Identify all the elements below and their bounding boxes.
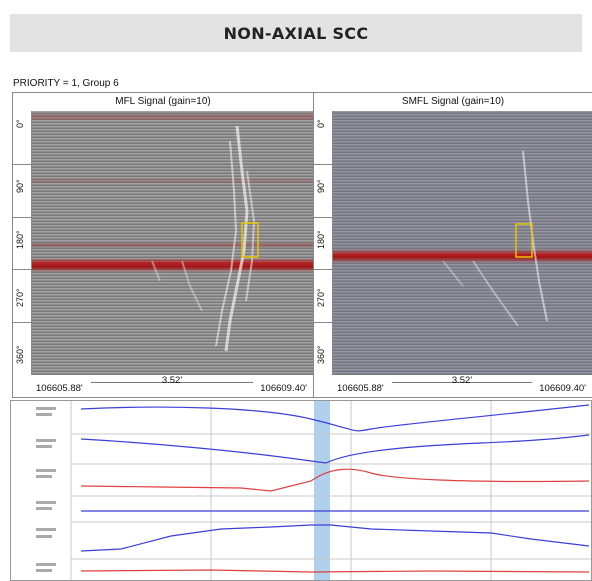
end-position: 106609.40': [539, 383, 586, 394]
smfl-scan-image: [333, 111, 592, 375]
banner-title: NON-AXIAL SCC: [223, 23, 369, 43]
angle-label: 90°: [15, 179, 25, 193]
defect-highlight-box: [515, 223, 533, 258]
angle-label: 90°: [316, 179, 326, 193]
angle-label: 270°: [15, 288, 25, 307]
angle-label: 360°: [316, 345, 326, 364]
angle-axis: 0° 90° 180° 270° 360°: [314, 111, 333, 375]
distance-ruler: 3.52' 106605.88' 106609.40': [332, 375, 592, 397]
mfl-scan-image: [32, 111, 313, 375]
angle-label: 180°: [15, 230, 25, 249]
end-position: 106609.40': [260, 383, 307, 394]
smfl-signal-panel: SMFL Signal (gain=10) 0° 90° 180° 270° 3…: [313, 92, 592, 398]
section-banner: NON-AXIAL SCC: [10, 14, 582, 52]
panel-title: MFL Signal (gain=10): [13, 93, 313, 112]
angle-label: 180°: [316, 230, 326, 249]
mfl-signal-panel: MFL Signal (gain=10) 0° 90° 180° 270° 36…: [12, 92, 314, 398]
distance-ruler: 3.52' 106605.88' 106609.40': [31, 375, 313, 397]
panel-title: SMFL Signal (gain=10): [314, 93, 592, 112]
angle-label: 0°: [15, 119, 25, 128]
selection-band: [314, 401, 330, 580]
angle-label: 360°: [15, 345, 25, 364]
trace-chart: [36, 401, 591, 580]
angle-label: 0°: [316, 119, 326, 128]
defect-highlight-box: [241, 222, 259, 258]
angle-label: 270°: [316, 288, 326, 307]
distance-label: 3.52': [161, 375, 183, 386]
signal-trace-strip: [10, 400, 592, 581]
priority-label: PRIORITY = 1, Group 6: [13, 78, 119, 89]
distance-label: 3.52': [451, 375, 473, 386]
start-position: 106605.88': [36, 383, 83, 394]
angle-axis: 0° 90° 180° 270° 360°: [13, 111, 32, 375]
start-position: 106605.88': [337, 383, 384, 394]
